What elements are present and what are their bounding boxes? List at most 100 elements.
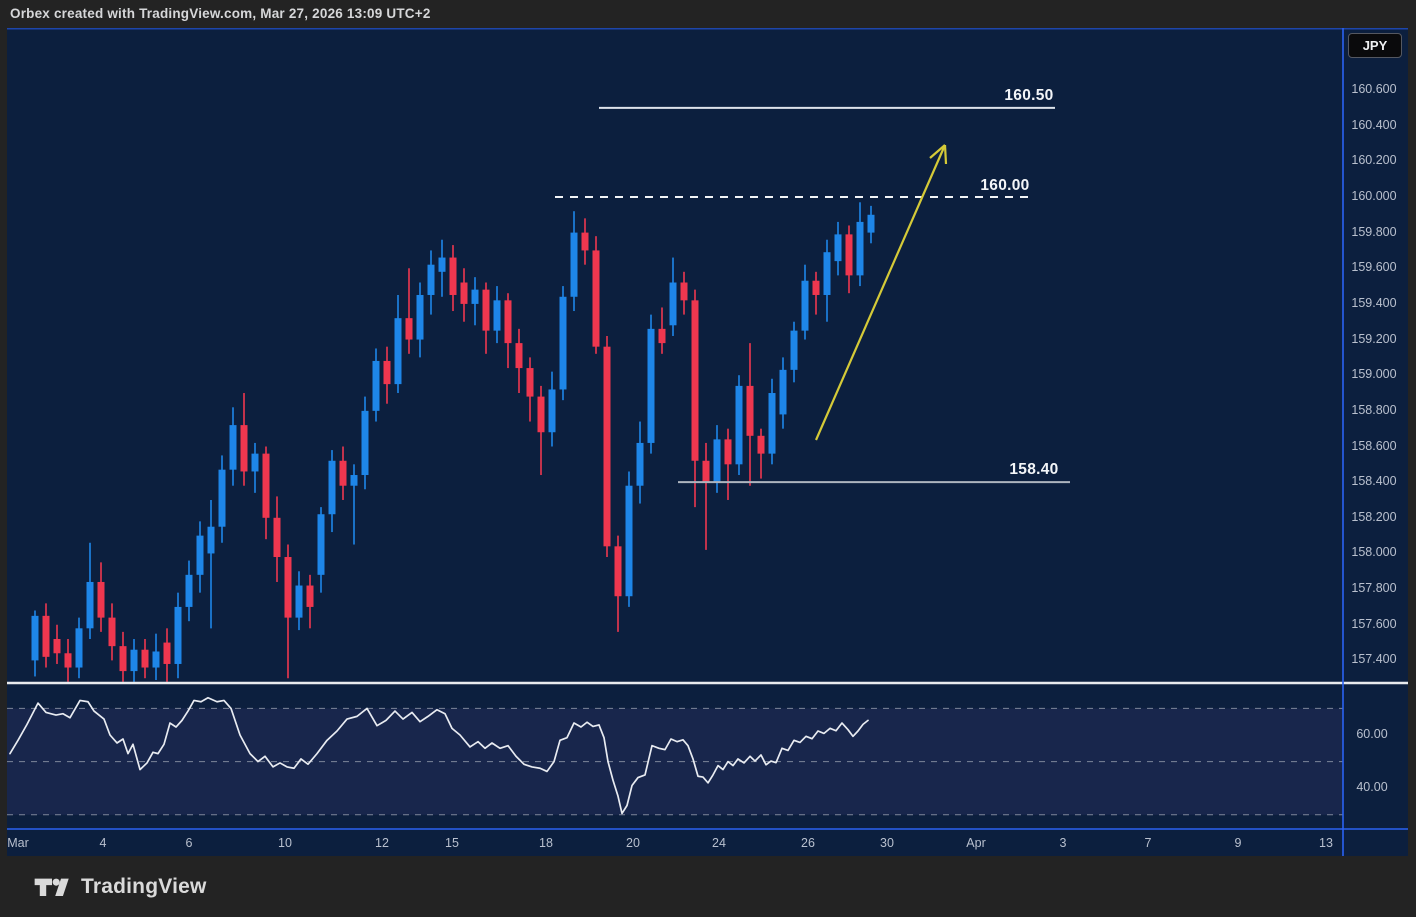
candle-body — [636, 442, 644, 486]
level-label-160.00: 160.00 — [980, 177, 1030, 194]
candle-body — [537, 396, 545, 433]
candle-body — [460, 282, 468, 304]
candle-body — [317, 514, 325, 575]
candle-body — [449, 257, 457, 295]
candle-body — [834, 234, 842, 262]
candle-body — [823, 252, 831, 295]
price-tick-label: 158.000 — [1351, 545, 1397, 560]
candle-body — [691, 300, 699, 461]
candle-body — [97, 581, 105, 618]
candle-body — [75, 628, 83, 668]
trend-arrow-head — [929, 144, 946, 159]
price-tick-label: 158.200 — [1351, 509, 1397, 524]
rsi-line — [9, 696, 869, 815]
candle-body — [746, 385, 754, 436]
price-tick-label: 157.800 — [1351, 581, 1397, 596]
candle-body — [482, 289, 490, 331]
candle-body — [141, 649, 149, 668]
time-tick-label: 9 — [1234, 836, 1242, 850]
candle-body — [625, 485, 633, 597]
candle-body — [119, 646, 127, 672]
time-tick-label: 4 — [99, 836, 107, 850]
time-tick-label: 30 — [880, 836, 894, 850]
time-tick-label: Mar — [7, 836, 29, 850]
candle-body — [339, 460, 347, 486]
candle-body — [867, 214, 875, 233]
candle-body — [361, 410, 369, 476]
candle-body — [372, 360, 380, 411]
candle-body — [757, 435, 765, 454]
time-tick-label: 7 — [1144, 836, 1152, 850]
candle-body — [680, 282, 688, 301]
candle-body — [251, 453, 259, 472]
candle-body — [328, 460, 336, 515]
candle-body — [86, 581, 94, 629]
time-tick-label: Apr — [966, 836, 986, 850]
rsi-tick-label: 40.00 — [1356, 780, 1388, 795]
candle-body — [856, 221, 864, 276]
candle-body — [394, 318, 402, 385]
candle-body — [207, 526, 215, 554]
candle-body — [108, 617, 116, 647]
candle-body — [515, 343, 523, 369]
time-tick-label: 6 — [185, 836, 193, 850]
tradingview-logo-text: TradingView — [81, 875, 207, 898]
time-tick-label: 24 — [712, 836, 726, 850]
candle-body — [130, 649, 138, 672]
price-tick-label: 160.000 — [1351, 188, 1397, 203]
candle-body — [658, 328, 666, 344]
price-tick-label: 159.600 — [1351, 260, 1397, 275]
candle-body — [592, 250, 600, 347]
price-tick-label: 160.400 — [1351, 117, 1397, 132]
candle-body — [471, 289, 479, 304]
candle-body — [416, 294, 424, 340]
candle-body — [31, 615, 39, 661]
candle-body — [768, 393, 776, 454]
candle-body — [504, 300, 512, 344]
candle-body — [240, 425, 248, 472]
candle-body — [570, 232, 578, 297]
candle-body — [801, 280, 809, 331]
level-label-158.40: 158.40 — [1009, 461, 1059, 478]
candle-body — [559, 296, 567, 390]
candle-body — [724, 439, 732, 465]
price-tick-label: 158.400 — [1351, 474, 1397, 489]
time-tick-label: 26 — [801, 836, 815, 850]
time-tick-label: 18 — [539, 836, 553, 850]
candle-body — [603, 346, 611, 547]
candle-body — [438, 257, 446, 272]
rsi-tick-label: 60.00 — [1356, 727, 1388, 741]
time-tick-label: 12 — [375, 836, 389, 850]
time-tick-label: 20 — [626, 836, 640, 850]
candle-body — [64, 653, 72, 668]
candle-body — [713, 439, 721, 483]
currency-badge[interactable]: JPY — [1348, 33, 1402, 58]
trend-arrow-shaft — [814, 144, 947, 441]
tradingview-logo[interactable]: TradingView — [34, 872, 207, 902]
candle-body — [383, 360, 391, 385]
price-tick-label: 158.600 — [1351, 438, 1397, 453]
rsi-band — [7, 708, 1343, 815]
watermark-title: Orbex created with TradingView.com, Mar … — [10, 6, 431, 21]
price-tick-label: 158.800 — [1351, 402, 1397, 417]
price-tick-label: 159.400 — [1351, 295, 1397, 310]
candle-body — [196, 535, 204, 575]
candle-body — [702, 460, 710, 483]
candle-body — [790, 330, 798, 370]
candle-body — [152, 651, 160, 668]
candle-body — [229, 425, 237, 470]
level-label-160.50: 160.50 — [1004, 87, 1054, 104]
candle-body — [174, 606, 182, 664]
candle-body — [779, 369, 787, 415]
candle-body — [845, 234, 853, 276]
candle-body — [493, 300, 501, 331]
top-bar: Orbex created with TradingView.com, Mar … — [0, 0, 1416, 28]
candle-body — [53, 639, 61, 654]
candle-body — [218, 469, 226, 527]
price-tick-label: 159.800 — [1351, 224, 1397, 239]
candle-body — [526, 368, 534, 397]
candle-body — [548, 389, 556, 433]
tradingview-logo-icon — [34, 878, 69, 896]
